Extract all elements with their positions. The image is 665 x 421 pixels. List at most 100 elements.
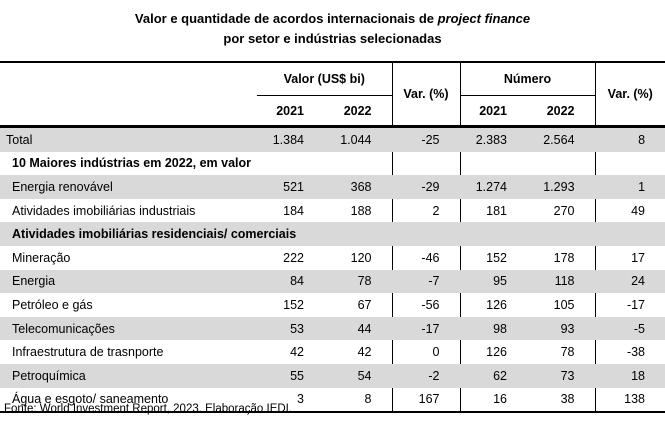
cell-v2021: 42 — [290, 345, 304, 360]
cell-n2021: 16 — [459, 387, 527, 414]
cell-n2022: 1.293 — [527, 175, 596, 199]
cell-v2021: 1.384 — [257, 126, 324, 152]
cell-nvar: 8 — [594, 126, 665, 152]
cell-n2021: 98 — [459, 316, 527, 341]
row-label: Atividades imobiliárias industriais — [12, 203, 196, 218]
data-table: Valor (US$ bi) Var. (%) Número Var. (%) … — [0, 61, 665, 414]
cell-nvar: -5 — [594, 316, 665, 341]
header-numero: Número — [459, 61, 596, 96]
cell-nvar: 17 — [594, 245, 665, 270]
cell-v2021: 184 — [283, 203, 304, 218]
cell-n2021: 181 — [459, 198, 527, 223]
table-row: Total 1.384 1.044 -25 2.383 2.564 8 — [0, 126, 665, 152]
cell-v2022: 188 — [350, 203, 372, 218]
header-var-numero: Var. (%) — [594, 61, 665, 128]
cell-v2021: 3 — [257, 387, 324, 414]
cell-n2022: 78 — [560, 345, 575, 360]
cell-var: -46 — [391, 245, 460, 270]
header-blank — [0, 61, 257, 128]
section-label: 10 Maiores indústrias em 2022, em valor — [12, 156, 252, 171]
cell-n2021: 1.274 — [459, 175, 527, 199]
cell-v2021: 521 — [257, 175, 324, 199]
cell-n2022: 93 — [527, 316, 596, 341]
cell-n2022: 2.564 — [527, 126, 596, 152]
cell-v2022: 42 — [357, 345, 372, 360]
cell-n2021: 152 — [459, 245, 527, 270]
header-year: 2022 — [527, 95, 596, 128]
cell-v2021: 53 — [257, 316, 324, 341]
cell-var — [391, 151, 460, 176]
cell-v2022: 1.044 — [324, 126, 392, 152]
row-label: Petróleo e gás — [12, 297, 93, 312]
cell-var: -17 — [391, 316, 460, 341]
row-label: Total — [0, 126, 257, 152]
title-line1: Valor e quantidade de acordos internacio… — [134, 11, 438, 26]
cell-v2022: 44 — [324, 316, 392, 341]
cell-v2022: 78 — [324, 269, 392, 294]
cell-nvar: 138 — [594, 387, 665, 414]
cell-nvar: -17 — [594, 293, 665, 317]
cell-var: -2 — [391, 363, 460, 388]
title-line2: por setor e indústrias selecionadas — [223, 31, 442, 46]
table-row: Atividades imobiliárias residenciais/ co… — [0, 222, 665, 246]
cell-v2022: 120 — [350, 250, 372, 265]
cell-nvar: 1 — [594, 175, 665, 199]
cell-var: 0 — [391, 340, 460, 364]
row-label: Infraestrutura de trasnporte — [12, 345, 164, 360]
cell-nvar — [594, 151, 665, 176]
cell-v2021: 55 — [257, 363, 324, 388]
source-note: Fonte: World Investment Report, 2023. El… — [4, 403, 293, 415]
table-row: Infraestrutura de trasnporte 42 42 0 126 78 -3… — [0, 340, 665, 364]
header-var-valor: Var. (%) — [391, 61, 460, 128]
cell-nvar: -38 — [594, 340, 665, 364]
cell-v2022: 8 — [324, 387, 392, 414]
header-year: 2021 — [459, 95, 527, 128]
cell-v2021: 152 — [283, 297, 304, 312]
row-label: Energia — [0, 269, 257, 294]
cell-var: -56 — [391, 293, 460, 317]
cell-v2022: 54 — [324, 363, 392, 388]
table-row: Energia renovável 521 368 -29 1.274 1.293 1 — [0, 175, 665, 199]
cell-nvar: 49 — [594, 198, 665, 223]
table-row: Petroquímica 55 54 -2 62 73 18 — [0, 363, 665, 388]
row-label: Energia renovável — [0, 175, 257, 199]
row-label: Mineração — [12, 250, 71, 265]
title-italic: project finance — [437, 11, 531, 26]
cell-nvar: 18 — [594, 363, 665, 388]
cell-v2022 — [324, 152, 392, 176]
cell-v2022: 67 — [357, 297, 372, 312]
cell-n2021: 126 — [459, 293, 527, 317]
cell-v2021: 222 — [283, 250, 304, 265]
table-title: Valor e quantidade de acordos internacio… — [0, 9, 665, 49]
cell-v2022: 368 — [324, 175, 392, 199]
cell-var: -7 — [391, 269, 460, 294]
cell-n2021: 126 — [459, 340, 527, 364]
cell-n2022 — [527, 152, 595, 176]
cell-n2021: 62 — [459, 363, 527, 388]
row-label: Água e esgoto/ saneamento — [0, 387, 257, 414]
cell-var: 2 — [391, 198, 460, 223]
cell-n2021: 95 — [459, 269, 527, 294]
row-label: Telecomunicações — [0, 316, 257, 341]
header-year: 2021 — [257, 95, 324, 128]
cell-n2022: 105 — [553, 297, 575, 312]
table-row: Telecomunicações 53 44 -17 98 93 -5 — [0, 316, 665, 341]
cell-v2021 — [257, 152, 324, 176]
header-year: 2022 — [324, 95, 392, 128]
header-valor: Valor (US$ bi) — [257, 61, 392, 96]
row-label: Petroquímica — [0, 363, 257, 388]
cell-n2022: 118 — [527, 269, 596, 294]
cell-nvar: 24 — [594, 269, 665, 294]
table-row: Mineração 222 120 -46 152 178 17 — [0, 245, 665, 270]
table-row: Atividades imobiliárias industriais 184 18… — [0, 198, 665, 223]
cell-n2021: 2.383 — [459, 126, 527, 152]
cell-var: 167 — [391, 387, 460, 414]
cell-n2022: 73 — [527, 363, 596, 388]
cell-n2022: 38 — [527, 387, 596, 414]
cell-var: -29 — [391, 175, 460, 199]
table-row: Água e esgoto/ saneamento 3 8 167 16 38 138 — [0, 387, 665, 414]
section-label: Atividades imobiliárias residenciais/ co… — [0, 222, 665, 246]
table-row: 10 Maiores indústrias em 2022, em valor — [0, 151, 665, 176]
cell-n2022: 270 — [553, 203, 575, 218]
table-row: Energia 84 78 -7 95 118 24 — [0, 269, 665, 294]
